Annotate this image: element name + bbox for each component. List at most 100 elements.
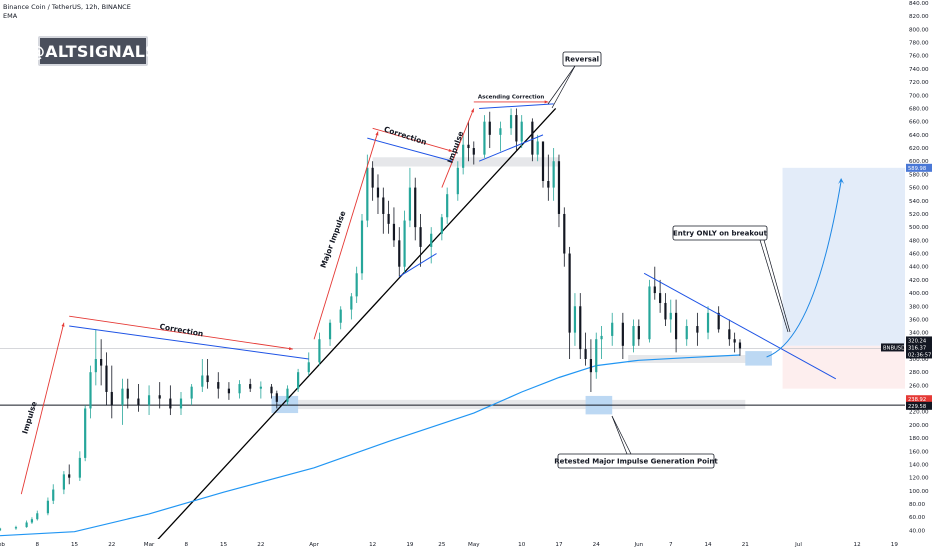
- time-tick-label: 22: [108, 542, 115, 548]
- target-zone: [782, 167, 905, 346]
- retest-callout-pointer-0: [611, 415, 628, 455]
- price-tick-label: 400.00: [909, 291, 929, 297]
- price-tick-label: 100.00: [909, 489, 929, 495]
- candle: [573, 306, 577, 333]
- price-tick-label: 60.00: [909, 515, 925, 521]
- price-tick-label: 360.00: [909, 317, 929, 323]
- impulse-arrow-2: [441, 108, 475, 188]
- retest-callout-box: [557, 453, 715, 469]
- time-tick-label: Feb: [0, 542, 5, 548]
- candle: [472, 148, 475, 155]
- entry-callout-pointer-1: [763, 239, 791, 333]
- price-tick-label: 220.00: [909, 410, 929, 416]
- time-tick-label: 7: [669, 542, 673, 548]
- projected-path-arrowhead: [838, 178, 845, 184]
- candle: [733, 339, 736, 343]
- candle: [738, 342, 742, 349]
- time-tick-label: Apr: [309, 542, 319, 548]
- price-tick-label: 800.00: [909, 27, 929, 33]
- ema-line: [0, 354, 741, 537]
- candle: [595, 339, 598, 373]
- retest-callout-pointer-1: [611, 415, 632, 455]
- correction-support-line: [399, 253, 437, 278]
- reversal-callout-pointer-1: [551, 65, 576, 109]
- candle: [355, 273, 358, 297]
- time-tick-label: 22: [257, 542, 264, 548]
- candle: [376, 187, 380, 198]
- time-tick-label: 12: [854, 542, 861, 548]
- candle: [366, 167, 369, 221]
- price-tick-label: 200.00: [909, 423, 929, 429]
- price-tick-label: 380.00: [909, 304, 929, 310]
- candle: [706, 312, 710, 333]
- candle: [467, 144, 470, 149]
- candle: [557, 161, 561, 214]
- candle: [659, 293, 662, 303]
- candle: [632, 326, 635, 346]
- candle: [94, 359, 97, 373]
- time-tick-label: 10: [518, 542, 526, 548]
- candle: [46, 500, 50, 514]
- price-tag: 238.92: [908, 397, 926, 403]
- candle: [259, 386, 262, 389]
- candle: [382, 197, 385, 214]
- price-tag-bg: [906, 343, 932, 352]
- price-tick-label: 540.00: [909, 199, 929, 205]
- candle: [179, 398, 183, 409]
- candle: [456, 167, 459, 195]
- breakout-zone-band: [628, 355, 767, 363]
- indicator-label: EMA: [3, 12, 18, 20]
- candle: [515, 115, 518, 142]
- candle: [674, 312, 678, 340]
- major-uptrend-line: [153, 108, 557, 545]
- stop-zone: [782, 345, 905, 389]
- candle: [563, 213, 566, 254]
- major-impulse-arrow-head: [375, 131, 379, 136]
- breakout-touch-marker: [745, 351, 772, 366]
- ascending-correction-arrow-head: [544, 100, 549, 104]
- price-tick-label: 40.00: [909, 528, 925, 534]
- price-tick-label: 460.00: [909, 252, 929, 258]
- candle: [621, 322, 624, 346]
- time-tick-label: Mar: [144, 542, 155, 548]
- candle: [158, 395, 161, 399]
- time-tick-label: 12: [369, 542, 376, 548]
- candle: [611, 322, 614, 336]
- price-tag: BNBUSDT: [883, 345, 909, 351]
- candle: [110, 391, 113, 406]
- top-zone-band: [372, 157, 559, 167]
- candle: [227, 388, 231, 394]
- price-tick-label: 520.00: [909, 212, 929, 218]
- candle: [547, 181, 550, 188]
- time-tick-label: 24: [593, 542, 601, 548]
- ascending-correction-upper: [479, 103, 554, 109]
- candle: [664, 302, 667, 320]
- candle: [68, 474, 71, 478]
- major-impulse-arrow: [313, 131, 379, 340]
- candle: [126, 388, 129, 399]
- correction-arrow-2-head: [448, 148, 453, 152]
- candle: [297, 372, 300, 389]
- candle: [509, 115, 513, 129]
- candle: [531, 121, 534, 155]
- entry-callout: Entry ONLY on breakout: [673, 230, 768, 238]
- candle: [371, 167, 374, 188]
- reversal-callout-pointer-0: [547, 65, 576, 105]
- candle: [696, 326, 699, 333]
- price-tick-label: 300.00: [909, 357, 929, 363]
- candle: [568, 253, 571, 333]
- correction-arrow-1: [69, 315, 293, 350]
- time-axis-bg: [0, 539, 932, 550]
- candle: [669, 312, 672, 320]
- price-tag-bg: [906, 163, 932, 172]
- candle: [286, 388, 289, 402]
- price-tick-label: 840.00: [909, 1, 929, 7]
- price-tick-label: 700.00: [909, 93, 929, 99]
- time-tick-label: May: [468, 542, 480, 548]
- candle: [238, 384, 241, 394]
- price-tick-label: 680.00: [909, 106, 929, 112]
- price-tick-label: 780.00: [909, 41, 929, 47]
- price-tick-label: 640.00: [909, 133, 929, 139]
